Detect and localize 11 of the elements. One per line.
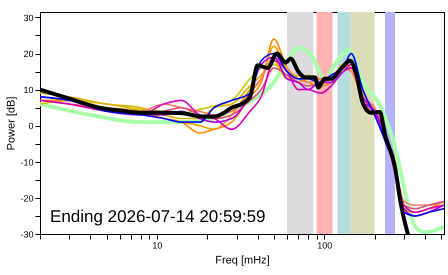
x-tick-label: 100 <box>317 240 332 250</box>
y-tick-label: 10 <box>23 85 34 96</box>
y-tick-label: 0 <box>28 121 34 132</box>
y-axis-title: Power [dB] <box>5 96 18 150</box>
y-tick-label: 20 <box>23 49 34 60</box>
annotation: Ending 2026-07-14 20:59:59 <box>50 207 266 226</box>
x-axis-title: Freq [mHz] <box>215 254 270 266</box>
y-tick-label: -10 <box>20 157 34 168</box>
y-tick-label: -30 <box>20 230 34 240</box>
y-tick-label: -20 <box>20 193 34 204</box>
y-tick-label: 30 <box>23 12 34 23</box>
